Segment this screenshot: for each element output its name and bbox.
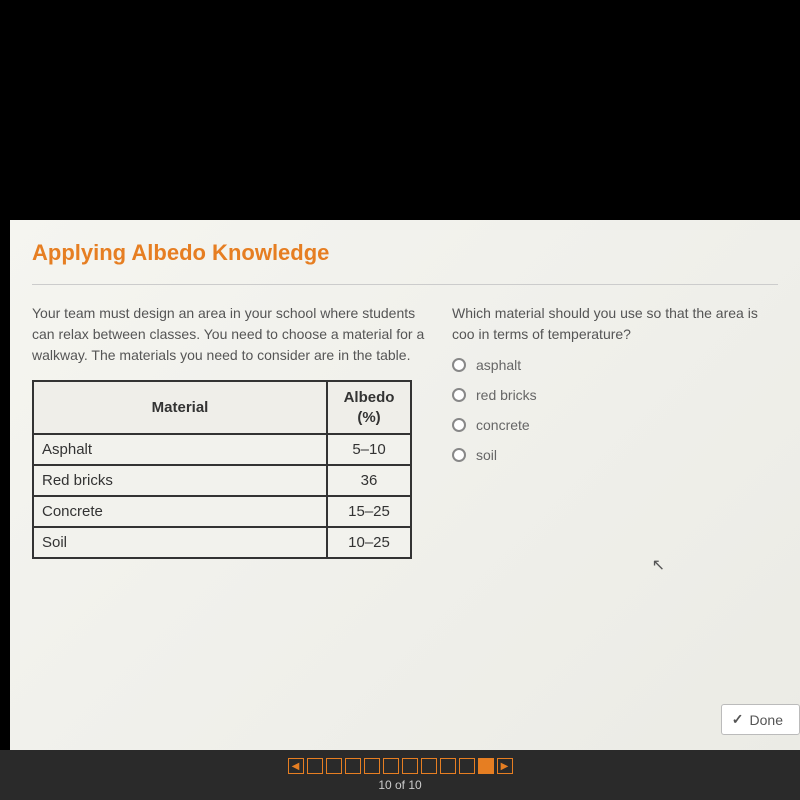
nav-page-7[interactable] (421, 758, 437, 774)
table-header-row: Material Albedo (%) (33, 381, 411, 434)
albedo-cell: 5–10 (327, 434, 411, 465)
left-column: Your team must design an area in your sc… (32, 303, 432, 559)
table-row: Concrete 15–25 (33, 496, 411, 527)
material-cell: Asphalt (33, 434, 327, 465)
page-counter: 10 of 10 (378, 778, 421, 792)
done-button[interactable]: ✓ Done (721, 704, 800, 735)
radio-icon (452, 448, 466, 462)
albedo-cell: 36 (327, 465, 411, 496)
nav-page-6[interactable] (402, 758, 418, 774)
albedo-cell: 10–25 (327, 527, 411, 558)
nav-page-2[interactable] (326, 758, 342, 774)
question-panel: Applying Albedo Knowledge Your team must… (10, 220, 800, 750)
nav-boxes-container: ◀ ▶ (288, 758, 513, 774)
title-divider (32, 284, 778, 285)
option-red-bricks[interactable]: red bricks (452, 387, 778, 403)
option-concrete[interactable]: concrete (452, 417, 778, 433)
option-label: asphalt (476, 357, 521, 373)
nav-page-1[interactable] (307, 758, 323, 774)
table-row: Red bricks 36 (33, 465, 411, 496)
nav-page-8[interactable] (440, 758, 456, 774)
nav-page-9[interactable] (459, 758, 475, 774)
option-soil[interactable]: soil (452, 447, 778, 463)
albedo-cell: 15–25 (327, 496, 411, 527)
nav-prev-button[interactable]: ◀ (288, 758, 304, 774)
option-label: concrete (476, 417, 530, 433)
material-cell: Concrete (33, 496, 327, 527)
right-column: Which material should you use so that th… (452, 303, 778, 559)
scenario-text: Your team must design an area in your sc… (32, 303, 432, 366)
nav-page-5[interactable] (383, 758, 399, 774)
material-cell: Red bricks (33, 465, 327, 496)
table-row: Soil 10–25 (33, 527, 411, 558)
question-text: Which material should you use so that th… (452, 303, 778, 345)
check-icon: ✓ (732, 711, 744, 728)
content-columns: Your team must design an area in your sc… (32, 303, 778, 559)
albedo-table: Material Albedo (%) Asphalt 5–10 Red bri… (32, 380, 412, 559)
radio-icon (452, 358, 466, 372)
material-header: Material (33, 381, 327, 434)
option-label: red bricks (476, 387, 537, 403)
radio-icon (452, 418, 466, 432)
nav-page-10[interactable] (478, 758, 494, 774)
page-title: Applying Albedo Knowledge (32, 240, 778, 266)
bottom-nav-bar: ◀ ▶ 10 of 10 (0, 750, 800, 800)
table-row: Asphalt 5–10 (33, 434, 411, 465)
albedo-header: Albedo (%) (327, 381, 411, 434)
done-label: Done (750, 712, 783, 728)
material-cell: Soil (33, 527, 327, 558)
nav-page-3[interactable] (345, 758, 361, 774)
option-label: soil (476, 447, 497, 463)
radio-icon (452, 388, 466, 402)
option-asphalt[interactable]: asphalt (452, 357, 778, 373)
nav-next-button[interactable]: ▶ (497, 758, 513, 774)
nav-page-4[interactable] (364, 758, 380, 774)
